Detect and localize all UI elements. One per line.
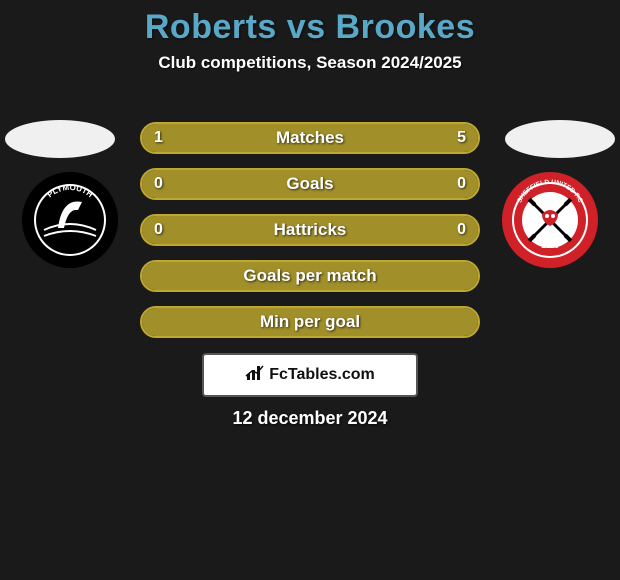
site-attribution: FcTables.com [202,353,418,397]
comparison-title: Roberts vs Brookes [0,8,620,47]
stat-bar-goals: 0 0 Goals [140,168,480,200]
stat-value-left: 0 [154,175,163,193]
stat-value-left: 1 [154,129,163,147]
stat-label: Min per goal [260,312,360,332]
comparison-subtitle: Club competitions, Season 2024/2025 [0,53,620,73]
bar-segment-left [142,124,198,152]
stat-bar-matches: 1 5 Matches [140,122,480,154]
stat-label: Goals per match [243,266,376,286]
plymouth-crest: PLYMOUTH [20,170,120,270]
stat-bar-min-per-goal: Min per goal [140,306,480,338]
player-photo-left [5,120,115,158]
sheffield-united-crest: SHEFFIELD UNITED F.C 1889 [500,170,600,270]
site-name: FcTables.com [269,366,375,384]
comparison-date: 12 december 2024 [232,408,387,429]
bar-segment-left [142,170,310,198]
chart-icon [245,364,265,387]
bar-segment-right [310,170,478,198]
stat-value-right: 0 [457,175,466,193]
comparison-bars: 1 5 Matches 0 0 Goals 0 0 Hattricks Goals per mat… [140,122,480,352]
stat-label: Goals [286,174,333,194]
stat-value-right: 5 [457,129,466,147]
stat-value-right: 0 [457,221,466,239]
player-photo-right [505,120,615,158]
stat-bar-hattricks: 0 0 Hattricks [140,214,480,246]
stat-label: Matches [276,128,344,148]
stat-label: Hattricks [274,220,347,240]
stat-value-left: 0 [154,221,163,239]
stat-bar-goals-per-match: Goals per match [140,260,480,292]
svg-text:1889: 1889 [541,241,559,250]
